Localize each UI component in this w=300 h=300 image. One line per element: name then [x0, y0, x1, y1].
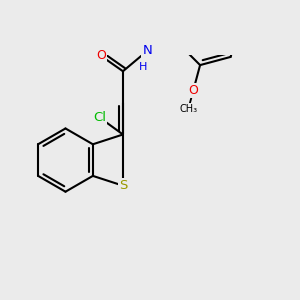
Text: O: O	[96, 49, 106, 62]
Text: N: N	[142, 44, 152, 57]
Text: O: O	[188, 84, 198, 97]
Text: S: S	[119, 179, 127, 192]
Text: CH₃: CH₃	[179, 104, 197, 114]
Text: Cl: Cl	[93, 111, 106, 124]
Text: H: H	[139, 62, 147, 72]
